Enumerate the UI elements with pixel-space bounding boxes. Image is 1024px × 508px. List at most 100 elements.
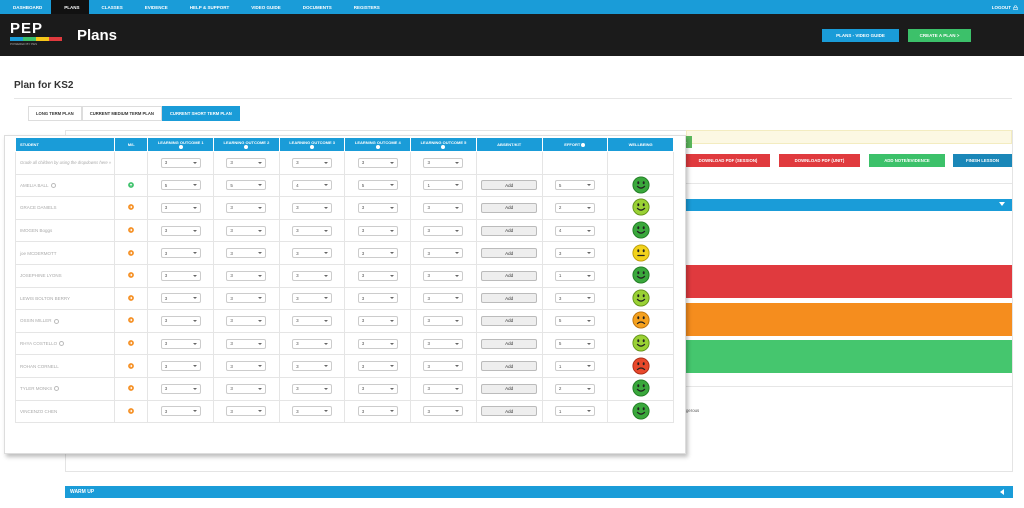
tab-long-term-plan[interactable]: LONG TERM PLAN: [28, 106, 82, 121]
effort-select[interactable]: 3: [554, 293, 595, 304]
nav-classes[interactable]: CLASSES: [101, 4, 123, 10]
lo3-select[interactable]: 3: [292, 315, 333, 326]
lo5-select[interactable]: 3: [423, 248, 464, 259]
lo4-select[interactable]: 3: [357, 248, 398, 259]
wellbeing-happy-dark-face-icon[interactable]: [632, 176, 650, 195]
info-icon[interactable]: [50, 183, 56, 189]
wellbeing-happy-light-face-icon[interactable]: [632, 289, 650, 308]
absent-kit-add-button[interactable]: Add: [481, 361, 538, 372]
nav-help-support[interactable]: HELP & SUPPORT: [189, 4, 230, 10]
absent-kit-add-button[interactable]: Add: [481, 248, 538, 259]
lo3-select[interactable]: 3: [292, 270, 333, 281]
lo2-select[interactable]: 3: [226, 383, 267, 394]
effort-select[interactable]: 1: [554, 406, 595, 417]
absent-kit-add-button[interactable]: Add: [481, 202, 538, 213]
info-icon[interactable]: [441, 145, 446, 150]
info-icon[interactable]: [59, 341, 65, 347]
lo2-select[interactable]: 3: [226, 270, 267, 281]
lo5-select[interactable]: 1: [423, 180, 464, 191]
lo3-select[interactable]: 3: [292, 293, 333, 304]
bulk-lo5-select[interactable]: 3: [423, 157, 464, 168]
lo5-select[interactable]: 3: [423, 293, 464, 304]
lo2-select[interactable]: 5: [226, 180, 267, 191]
effort-select[interactable]: 2: [554, 202, 595, 213]
logout-link[interactable]: LOGOUT: [992, 0, 1018, 14]
lo3-select[interactable]: 3: [292, 406, 333, 417]
lo4-select[interactable]: 3: [357, 202, 398, 213]
lo2-select[interactable]: 3: [226, 225, 267, 236]
add-note-evidence-button[interactable]: ADD NOTE/EVIDENCE: [869, 154, 945, 167]
download-pdf-session-button[interactable]: DOWNLOAD PDF (SESSION): [686, 154, 770, 167]
student-name[interactable]: IMOGEN Boggs: [20, 228, 53, 234]
lo2-select[interactable]: 3: [226, 202, 267, 213]
wellbeing-sad-orange-face-icon[interactable]: [632, 311, 650, 330]
plans-video-guide-button[interactable]: PLANS - VIDEO GUIDE: [822, 29, 899, 42]
lo4-select[interactable]: 3: [357, 270, 398, 281]
nav-documents[interactable]: DOCUMENTS: [302, 4, 332, 10]
lo4-select[interactable]: 3: [357, 225, 398, 236]
pep-logo[interactable]: PEP POWERED BY PES: [10, 21, 62, 49]
lo4-select[interactable]: 3: [357, 315, 398, 326]
lo3-select[interactable]: 3: [292, 202, 333, 213]
bulk-lo3-select[interactable]: 3: [292, 157, 333, 168]
info-icon[interactable]: [53, 318, 59, 324]
student-name[interactable]: JOSEPHINE LYONS: [20, 273, 62, 279]
wellbeing-happy-dark-face-icon[interactable]: [632, 266, 650, 285]
info-icon[interactable]: [178, 145, 183, 150]
absent-kit-add-button[interactable]: Add: [481, 406, 538, 417]
lo5-select[interactable]: 3: [423, 406, 464, 417]
lo2-select[interactable]: 3: [226, 315, 267, 326]
lo5-select[interactable]: 3: [423, 338, 464, 349]
lo1-select[interactable]: 3: [160, 202, 201, 213]
wellbeing-happy-dark-face-icon[interactable]: [632, 402, 650, 421]
student-name[interactable]: RHYA COSTELLO: [20, 340, 58, 346]
tab-medium-term-plan[interactable]: CURRENT MEDIUM TERM PLAN: [81, 106, 162, 121]
absent-kit-add-button[interactable]: Add: [481, 315, 538, 326]
info-icon[interactable]: [54, 386, 60, 392]
warm-up-section-bar[interactable]: WARM UP: [65, 486, 1013, 498]
absent-kit-add-button[interactable]: Add: [481, 338, 538, 349]
info-icon[interactable]: [375, 145, 380, 150]
absent-kit-add-button[interactable]: Add: [481, 180, 538, 191]
effort-select[interactable]: 1: [554, 270, 595, 281]
lo4-select[interactable]: 3: [357, 293, 398, 304]
lo1-select[interactable]: 3: [160, 406, 201, 417]
section-header-bar[interactable]: [686, 199, 1012, 211]
wellbeing-happy-dark-face-icon[interactable]: [632, 221, 650, 240]
absent-kit-add-button[interactable]: Add: [481, 270, 538, 281]
bulk-lo2-select[interactable]: 3: [226, 157, 267, 168]
absent-kit-add-button[interactable]: Add: [481, 383, 538, 394]
student-name[interactable]: AMELIA BALL: [20, 182, 49, 188]
lo1-select[interactable]: 3: [160, 315, 201, 326]
wellbeing-happy-light-face-icon[interactable]: [632, 198, 650, 217]
student-name[interactable]: GRACE DANIELS: [20, 205, 57, 211]
effort-select[interactable]: 1: [554, 361, 595, 372]
effort-select[interactable]: 5: [554, 338, 595, 349]
student-name[interactable]: LEWIS BOLTON BERRY: [20, 295, 71, 301]
absent-kit-add-button[interactable]: Add: [481, 293, 538, 304]
lo4-select[interactable]: 3: [357, 361, 398, 372]
bulk-lo1-select[interactable]: 3: [160, 157, 201, 168]
lo2-select[interactable]: 3: [226, 293, 267, 304]
lo1-select[interactable]: 5: [160, 180, 201, 191]
tab-short-term-plan[interactable]: CURRENT SHORT TERM PLAN: [161, 106, 240, 121]
create-plan-button[interactable]: CREATE A PLAN >: [908, 29, 971, 42]
lo1-select[interactable]: 3: [160, 248, 201, 259]
lo3-select[interactable]: 3: [292, 225, 333, 236]
finish-lesson-button[interactable]: FINISH LESSON: [953, 154, 1012, 167]
lo4-select[interactable]: 3: [357, 406, 398, 417]
info-icon[interactable]: [581, 142, 586, 147]
lo4-select[interactable]: 3: [357, 338, 398, 349]
lo1-select[interactable]: 3: [160, 270, 201, 281]
effort-select[interactable]: 4: [554, 225, 595, 236]
download-pdf-unit-button[interactable]: DOWNLOAD PDF (UNIT): [779, 154, 860, 167]
info-icon[interactable]: [244, 145, 249, 150]
nav-plans[interactable]: PLANS: [51, 0, 89, 14]
lo1-select[interactable]: 3: [160, 383, 201, 394]
lo2-select[interactable]: 3: [226, 361, 267, 372]
student-name[interactable]: ROHAN CORNELL: [20, 363, 59, 369]
effort-select[interactable]: 5: [554, 315, 595, 326]
student-name[interactable]: VINCENZO CHEN: [20, 408, 58, 414]
lo1-select[interactable]: 3: [160, 225, 201, 236]
lo1-select[interactable]: 3: [160, 338, 201, 349]
